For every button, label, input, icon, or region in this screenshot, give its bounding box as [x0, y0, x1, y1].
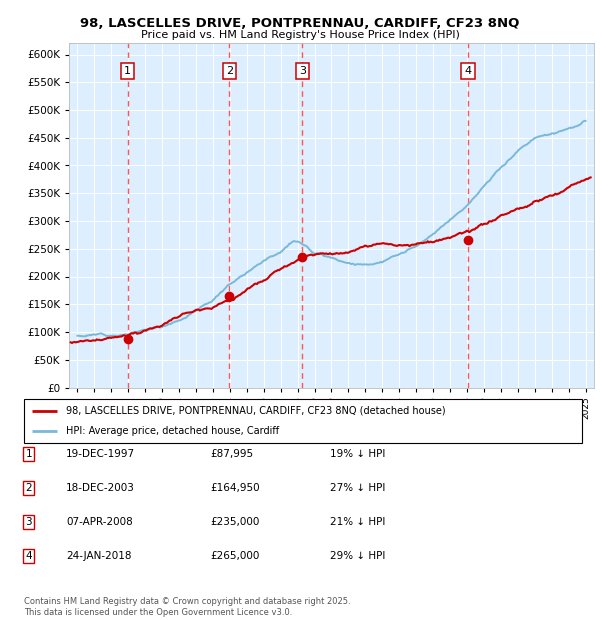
Text: 2: 2: [25, 483, 32, 493]
Text: 2: 2: [226, 66, 233, 76]
Text: £235,000: £235,000: [210, 517, 259, 527]
Text: 18-DEC-2003: 18-DEC-2003: [66, 483, 135, 493]
Text: £87,995: £87,995: [210, 449, 253, 459]
Text: 4: 4: [25, 551, 32, 561]
Text: 98, LASCELLES DRIVE, PONTPRENNAU, CARDIFF, CF23 8NQ: 98, LASCELLES DRIVE, PONTPRENNAU, CARDIF…: [80, 17, 520, 30]
Text: 29% ↓ HPI: 29% ↓ HPI: [330, 551, 385, 561]
Text: 19% ↓ HPI: 19% ↓ HPI: [330, 449, 385, 459]
Text: 1: 1: [124, 66, 131, 76]
Text: 3: 3: [25, 517, 32, 527]
Text: 4: 4: [464, 66, 472, 76]
Text: £265,000: £265,000: [210, 551, 259, 561]
Text: 07-APR-2008: 07-APR-2008: [66, 517, 133, 527]
Text: 1: 1: [25, 449, 32, 459]
Text: Price paid vs. HM Land Registry's House Price Index (HPI): Price paid vs. HM Land Registry's House …: [140, 30, 460, 40]
Text: 19-DEC-1997: 19-DEC-1997: [66, 449, 135, 459]
FancyBboxPatch shape: [24, 399, 582, 443]
Text: £164,950: £164,950: [210, 483, 260, 493]
Text: 27% ↓ HPI: 27% ↓ HPI: [330, 483, 385, 493]
Text: Contains HM Land Registry data © Crown copyright and database right 2025.
This d: Contains HM Land Registry data © Crown c…: [24, 598, 350, 617]
Text: 3: 3: [299, 66, 306, 76]
Text: 24-JAN-2018: 24-JAN-2018: [66, 551, 131, 561]
Text: 98, LASCELLES DRIVE, PONTPRENNAU, CARDIFF, CF23 8NQ (detached house): 98, LASCELLES DRIVE, PONTPRENNAU, CARDIF…: [66, 405, 445, 416]
Text: 21% ↓ HPI: 21% ↓ HPI: [330, 517, 385, 527]
Text: HPI: Average price, detached house, Cardiff: HPI: Average price, detached house, Card…: [66, 426, 279, 436]
